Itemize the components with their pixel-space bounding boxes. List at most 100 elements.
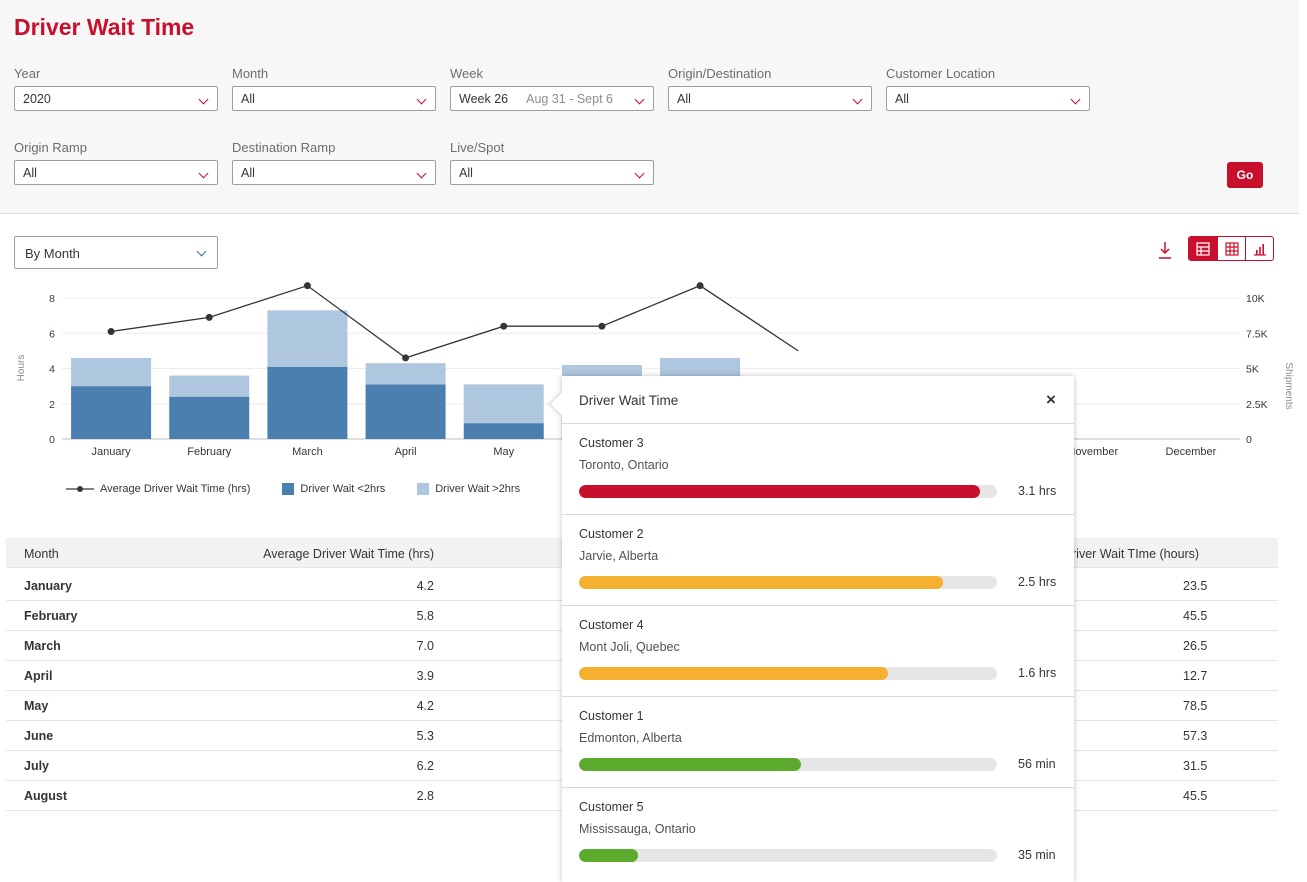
bar-wait-under-2hrs bbox=[366, 384, 446, 439]
bar-wait-over-2hrs bbox=[267, 310, 347, 366]
average-wait-point bbox=[500, 323, 507, 330]
cell-month: July bbox=[24, 759, 49, 773]
page-title: Driver Wait Time bbox=[14, 14, 194, 41]
y2-axis-title: Shipments bbox=[1283, 362, 1294, 409]
download-icon[interactable] bbox=[1158, 240, 1172, 260]
y2-tick-label: 2.5K bbox=[1246, 399, 1268, 411]
customer-location-select[interactable]: All bbox=[886, 86, 1090, 111]
destination-ramp-select[interactable]: All bbox=[232, 160, 436, 185]
grid-icon[interactable] bbox=[1217, 237, 1245, 260]
column-header-average[interactable]: Average Driver Wait Time (hrs) bbox=[263, 547, 434, 561]
grouping-select[interactable]: By Month bbox=[14, 236, 218, 269]
origin-ramp-value: All bbox=[23, 166, 37, 180]
average-wait-line bbox=[111, 286, 798, 358]
legend-item-average[interactable]: Average Driver Wait Time (hrs) bbox=[66, 483, 250, 495]
bar-wait-over-2hrs bbox=[464, 384, 544, 423]
origin-destination-select[interactable]: All bbox=[668, 86, 872, 111]
customer-item[interactable]: Customer 2 Jarvie, Alberta 2.5 hrs bbox=[562, 515, 1074, 606]
customer-name: Customer 1 bbox=[579, 709, 644, 723]
average-wait-point bbox=[697, 282, 704, 289]
customer-item[interactable]: Customer 5 Mississauga, Ontario 35 min bbox=[562, 788, 1074, 879]
chevron-down-icon bbox=[417, 169, 427, 179]
origin-destination-label: Origin/Destination bbox=[668, 66, 771, 81]
customer-location-value: All bbox=[895, 92, 909, 106]
cell-total: 45.5 bbox=[1183, 609, 1207, 623]
week-value: Week 26 bbox=[459, 92, 508, 106]
x-tick-label: May bbox=[493, 446, 514, 458]
wait-value: 2.5 hrs bbox=[1018, 575, 1056, 589]
cell-month: April bbox=[24, 669, 52, 683]
cell-average: 5.3 bbox=[417, 729, 434, 743]
wait-progress-fill bbox=[579, 667, 888, 680]
average-wait-point bbox=[206, 314, 213, 321]
cell-average: 4.2 bbox=[417, 579, 434, 593]
x-tick-label: December bbox=[1166, 446, 1217, 458]
origin-ramp-select[interactable]: All bbox=[14, 160, 218, 185]
destination-ramp-value: All bbox=[241, 166, 255, 180]
cell-month: May bbox=[24, 699, 48, 713]
wait-value: 35 min bbox=[1018, 848, 1056, 862]
cell-month: January bbox=[24, 579, 72, 593]
wait-progress-bar bbox=[579, 667, 997, 680]
y2-tick-label: 0 bbox=[1246, 434, 1252, 446]
legend-item-high[interactable]: Driver Wait >2hrs bbox=[417, 483, 520, 495]
x-tick-label: January bbox=[92, 446, 132, 458]
live-spot-select[interactable]: All bbox=[450, 160, 654, 185]
x-tick-label: March bbox=[292, 446, 323, 458]
cell-total: 12.7 bbox=[1183, 669, 1207, 683]
cell-total: 31.5 bbox=[1183, 759, 1207, 773]
cell-total: 78.5 bbox=[1183, 699, 1207, 713]
live-spot-value: All bbox=[459, 166, 473, 180]
week-select[interactable]: Week 26 Aug 31 - Sept 6 bbox=[450, 86, 654, 111]
cell-total: 57.3 bbox=[1183, 729, 1207, 743]
go-button[interactable]: Go bbox=[1227, 162, 1263, 188]
year-label: Year bbox=[14, 66, 40, 81]
week-range: Aug 31 - Sept 6 bbox=[526, 92, 613, 106]
view-toggle bbox=[1188, 236, 1274, 261]
wait-progress-bar bbox=[579, 576, 997, 589]
legend-label-high: Driver Wait >2hrs bbox=[435, 483, 520, 495]
bar-wait-over-2hrs bbox=[71, 358, 151, 386]
cell-month: August bbox=[24, 789, 67, 803]
legend-item-low[interactable]: Driver Wait <2hrs bbox=[282, 483, 385, 495]
column-header-total[interactable]: river Wait TIme (hours) bbox=[1072, 547, 1199, 561]
month-label: Month bbox=[232, 66, 268, 81]
bar-chart-icon[interactable] bbox=[1245, 237, 1273, 260]
month-select[interactable]: All bbox=[232, 86, 436, 111]
filter-panel: Driver Wait Time Year 2020 Month All Wee… bbox=[0, 0, 1299, 214]
bar-wait-over-2hrs bbox=[169, 376, 249, 397]
grouping-value: By Month bbox=[25, 246, 80, 261]
chevron-down-icon bbox=[197, 247, 207, 257]
cell-average: 3.9 bbox=[417, 669, 434, 683]
wait-progress-fill bbox=[579, 758, 801, 771]
table-chart-icon[interactable] bbox=[1189, 237, 1217, 260]
popover-header: Driver Wait Time × bbox=[562, 376, 1074, 424]
chevron-down-icon bbox=[1071, 95, 1081, 105]
customer-item[interactable]: Customer 4 Mont Joli, Quebec 1.6 hrs bbox=[562, 606, 1074, 697]
column-header-month[interactable]: Month bbox=[24, 547, 59, 561]
cell-total: 45.5 bbox=[1183, 789, 1207, 803]
legend-label-average: Average Driver Wait Time (hrs) bbox=[100, 483, 250, 495]
wait-value: 1.6 hrs bbox=[1018, 666, 1056, 680]
customer-name: Customer 3 bbox=[579, 436, 644, 450]
x-tick-label: February bbox=[187, 446, 232, 458]
destination-ramp-label: Destination Ramp bbox=[232, 140, 335, 155]
chevron-down-icon bbox=[417, 95, 427, 105]
chevron-down-icon bbox=[635, 95, 645, 105]
y-tick-label: 4 bbox=[49, 364, 55, 376]
customer-item[interactable]: Customer 3 Toronto, Ontario 3.1 hrs bbox=[562, 424, 1074, 515]
customer-item[interactable]: Customer 1 Edmonton, Alberta 56 min bbox=[562, 697, 1074, 788]
cell-average: 2.8 bbox=[417, 789, 434, 803]
close-icon[interactable]: × bbox=[1046, 390, 1056, 410]
cell-month: June bbox=[24, 729, 53, 743]
month-value: All bbox=[241, 92, 255, 106]
chevron-down-icon bbox=[635, 169, 645, 179]
wait-progress-fill bbox=[579, 849, 638, 862]
line-series-icon bbox=[66, 484, 94, 494]
year-select[interactable]: 2020 bbox=[14, 86, 218, 111]
y2-tick-label: 5K bbox=[1246, 364, 1259, 376]
wait-progress-fill bbox=[579, 485, 980, 498]
y-tick-label: 8 bbox=[49, 293, 55, 305]
bar-wait-over-2hrs bbox=[366, 363, 446, 384]
wait-value: 56 min bbox=[1018, 757, 1056, 771]
